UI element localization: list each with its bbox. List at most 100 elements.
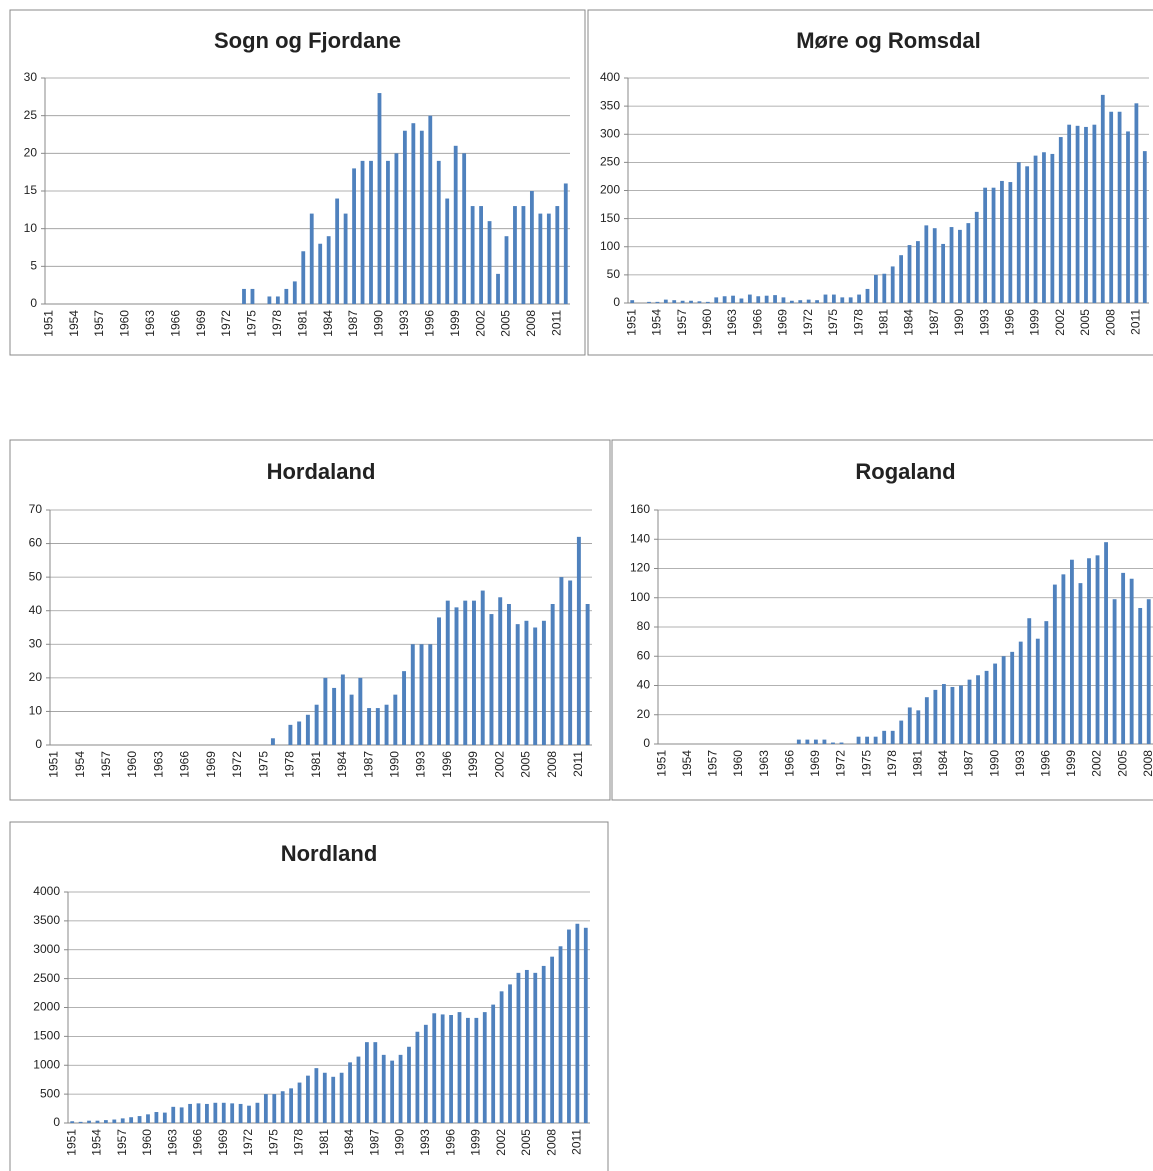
x-tick-label: 1972 xyxy=(241,1129,255,1156)
bar xyxy=(154,1112,159,1123)
bar xyxy=(689,300,693,303)
bar xyxy=(275,296,280,304)
x-tick-label: 2005 xyxy=(1115,750,1129,777)
bar xyxy=(270,738,275,745)
x-tick-label: 2005 xyxy=(519,751,533,778)
bar xyxy=(1117,111,1122,303)
bar xyxy=(672,300,677,303)
y-tick-label: 10 xyxy=(24,221,38,235)
bar xyxy=(364,1042,369,1123)
bar xyxy=(221,1102,226,1123)
bar xyxy=(941,243,946,303)
bar xyxy=(1001,656,1006,744)
bar xyxy=(1078,583,1083,744)
x-tick-label: 1951 xyxy=(47,751,61,778)
x-tick-label: 1972 xyxy=(219,310,233,337)
x-tick-label: 1954 xyxy=(650,309,664,336)
bar xyxy=(205,1103,209,1123)
bar xyxy=(314,704,319,745)
bar xyxy=(1042,152,1046,303)
bar xyxy=(323,677,328,745)
bar xyxy=(331,1076,336,1123)
bar xyxy=(309,213,314,304)
bar xyxy=(966,223,971,303)
bar xyxy=(487,221,492,304)
bar xyxy=(498,597,503,745)
y-tick-label: 2000 xyxy=(33,1000,60,1014)
y-tick-label: 40 xyxy=(29,603,43,617)
bar xyxy=(916,710,921,744)
x-tick-label: 2002 xyxy=(492,751,506,778)
bar xyxy=(1052,584,1057,744)
x-tick-label: 2011 xyxy=(549,310,563,336)
bar xyxy=(267,296,272,304)
bar xyxy=(823,294,828,303)
x-tick-label: 1981 xyxy=(309,751,323,778)
y-tick-label: 120 xyxy=(630,561,650,575)
bar xyxy=(384,704,389,745)
x-tick-label: 1960 xyxy=(731,750,745,777)
bar xyxy=(714,297,719,303)
bar xyxy=(984,670,989,744)
x-tick-label: 1999 xyxy=(1028,309,1042,336)
bar xyxy=(436,160,441,304)
x-tick-label: 2002 xyxy=(1090,750,1104,777)
bar xyxy=(340,674,345,745)
bar xyxy=(103,1120,108,1123)
x-tick-label: 1951 xyxy=(64,1129,78,1156)
bar xyxy=(284,288,289,304)
bar xyxy=(377,93,382,304)
bar xyxy=(196,1103,201,1123)
bar xyxy=(339,1072,344,1123)
bar xyxy=(722,296,727,303)
y-tick-label: 160 xyxy=(630,502,650,516)
bar xyxy=(813,739,818,744)
x-tick-label: 2008 xyxy=(1141,750,1153,777)
bar xyxy=(950,686,955,744)
bar xyxy=(538,213,543,304)
bar xyxy=(1027,618,1032,744)
x-tick-label: 1987 xyxy=(346,310,360,337)
bar xyxy=(764,295,769,303)
bar xyxy=(479,206,483,304)
x-tick-label: 1987 xyxy=(367,1129,381,1156)
bar xyxy=(796,739,801,744)
bar xyxy=(440,1014,445,1123)
x-tick-label: 1999 xyxy=(466,751,480,778)
bar xyxy=(375,708,380,745)
y-tick-label: 150 xyxy=(600,211,620,225)
bar xyxy=(188,1103,192,1123)
x-tick-label: 2011 xyxy=(1129,309,1143,335)
bar xyxy=(432,1013,437,1123)
bar xyxy=(991,187,996,303)
x-tick-label: 1993 xyxy=(977,309,991,336)
y-tick-label: 3500 xyxy=(33,913,60,927)
x-tick-label: 1957 xyxy=(99,751,113,778)
x-tick-label: 2002 xyxy=(494,1129,508,1156)
bar xyxy=(1058,137,1063,303)
bar xyxy=(445,600,450,745)
bar xyxy=(1075,125,1080,303)
bar xyxy=(415,1031,420,1123)
chart: Sogn og Fjordane 0 5 10 15 20 25 30 1951 1954 1957… xyxy=(9,9,586,356)
bar xyxy=(369,160,373,304)
y-tick-label: 500 xyxy=(40,1086,60,1100)
bar xyxy=(550,956,555,1123)
x-tick-label: 1981 xyxy=(910,750,924,777)
bar xyxy=(1129,578,1134,744)
x-tick-label: 1951 xyxy=(654,750,668,777)
bar xyxy=(1025,166,1030,303)
bar xyxy=(1138,607,1143,744)
x-tick-label: 1975 xyxy=(266,1129,280,1156)
y-tick-label: 25 xyxy=(24,108,38,122)
y-tick-label: 20 xyxy=(24,146,38,160)
bar xyxy=(394,153,399,304)
x-tick-label: 1984 xyxy=(321,310,335,337)
x-tick-label: 2005 xyxy=(1078,309,1092,336)
bar xyxy=(575,923,580,1123)
bar xyxy=(655,301,660,303)
y-tick-label: 140 xyxy=(630,531,650,545)
bar xyxy=(839,742,844,744)
x-tick-label: 2005 xyxy=(519,1129,533,1156)
bar xyxy=(1000,180,1004,303)
